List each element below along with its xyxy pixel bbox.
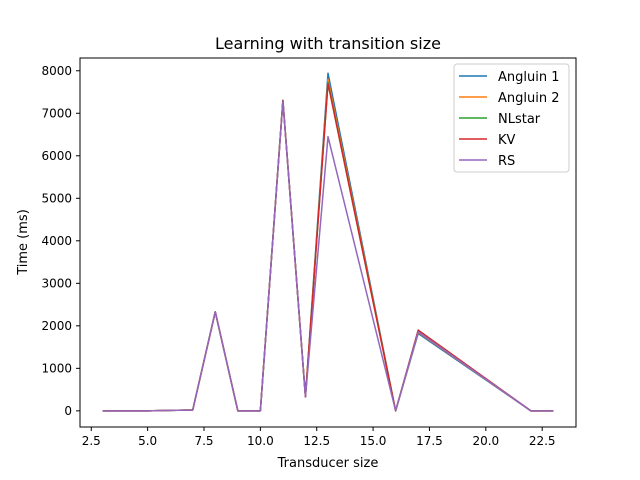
y-tick-label: 8000 xyxy=(41,64,72,78)
x-axis-label: Transducer size xyxy=(277,456,379,471)
x-tick-label: 10.0 xyxy=(247,434,274,448)
x-tick-label: 17.5 xyxy=(416,434,443,448)
y-tick-label: 5000 xyxy=(41,191,72,205)
plot-frame xyxy=(79,57,577,428)
legend-label: NLstar xyxy=(498,112,541,127)
legend-label: RS xyxy=(498,154,515,169)
legend-label: Angluin 1 xyxy=(498,70,560,85)
x-tick-label: 5.0 xyxy=(138,434,157,448)
y-axis-ticks: 0 1000 2000 3000 4000 5000 6000 7000 8000 xyxy=(41,64,80,418)
x-tick-label: 2.5 xyxy=(82,434,101,448)
legend-frame xyxy=(453,63,570,173)
x-axis-ticks: 2.5 5.0 7.5 10.0 12.5 15.0 17.5 20.0 22.5 xyxy=(82,427,556,448)
x-tick-label: 12.5 xyxy=(303,434,330,448)
y-tick-label: 1000 xyxy=(41,361,72,375)
chart-title: Learning with transition size xyxy=(215,34,441,53)
series-lines xyxy=(102,72,554,412)
y-tick-label: 7000 xyxy=(41,106,72,120)
y-tick-label: 4000 xyxy=(41,234,72,248)
y-tick-label: 0 xyxy=(64,404,72,418)
x-tick-label: 15.0 xyxy=(360,434,387,448)
legend-label: KV xyxy=(498,133,516,148)
y-tick-label: 3000 xyxy=(41,276,72,290)
legend: Angluin 1 Angluin 2 NLstar KV RS xyxy=(453,63,570,173)
y-axis-label: Time (ms) xyxy=(16,209,31,276)
y-tick-label: 6000 xyxy=(41,149,72,163)
series-line-rs xyxy=(102,100,554,412)
x-tick-label: 7.5 xyxy=(194,434,213,448)
y-tick-label: 2000 xyxy=(41,319,72,333)
x-tick-label: 22.5 xyxy=(529,434,556,448)
legend-label: Angluin 2 xyxy=(498,91,560,106)
x-tick-label: 20.0 xyxy=(472,434,499,448)
